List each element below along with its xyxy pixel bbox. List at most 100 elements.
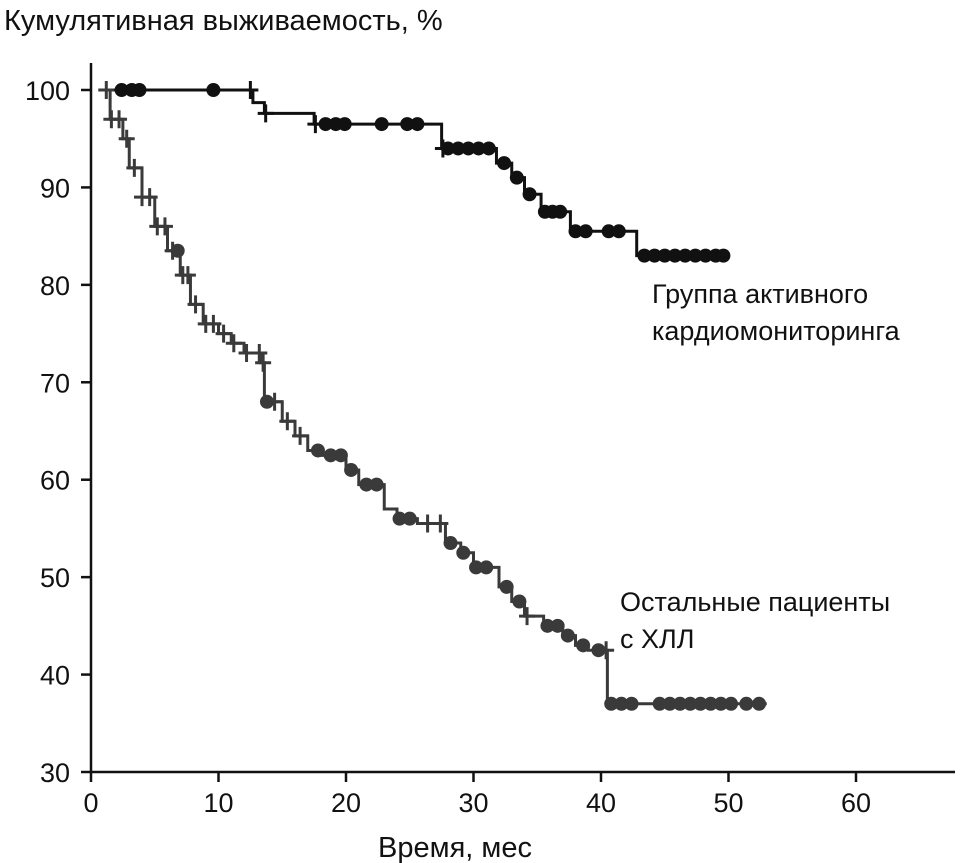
censored-marker-circle <box>318 117 333 132</box>
censored-marker-circle <box>716 248 731 263</box>
censored-marker-circle <box>132 82 147 97</box>
censored-marker-circle <box>752 696 767 711</box>
censored-marker-circle <box>471 141 486 156</box>
y-tick-label: 90 <box>40 173 70 203</box>
censored-marker-circle <box>497 156 512 171</box>
censored-marker-circle <box>693 696 708 711</box>
y-tick-label: 50 <box>40 563 70 593</box>
censored-marker-plus <box>98 80 115 99</box>
censored-marker-circle <box>560 628 575 643</box>
censored-marker-circle <box>402 511 417 526</box>
censored-marker-circle <box>601 224 616 239</box>
censored-marker-plus <box>215 324 232 343</box>
y-axis-title: Кумулятивная выживаемость, % <box>4 5 443 37</box>
censored-marker-circle <box>456 545 471 560</box>
censored-marker-circle <box>400 117 415 132</box>
censored-marker-circle <box>481 141 496 156</box>
censored-marker-plus <box>118 129 135 148</box>
censored-marker-plus <box>251 344 268 363</box>
censored-marker-circle <box>657 248 672 263</box>
censored-marker-plus <box>111 110 128 129</box>
censored-marker-circle <box>540 618 555 633</box>
censored-marker-circle <box>374 117 389 132</box>
censored-marker-circle <box>550 618 565 633</box>
censored-marker-circle <box>678 248 693 263</box>
censored-marker-circle <box>499 579 514 594</box>
censored-marker-circle <box>392 511 407 526</box>
censored-marker-circle <box>114 82 129 97</box>
censored-marker-circle <box>703 696 718 711</box>
censored-marker-plus <box>225 334 242 353</box>
series-0 <box>103 80 731 263</box>
censored-marker-circle <box>469 560 484 575</box>
censored-marker-circle <box>206 82 221 97</box>
censored-marker-plus <box>257 104 274 123</box>
y-tick-label: 70 <box>40 368 70 398</box>
censored-marker-circle <box>713 696 728 711</box>
censored-marker-circle <box>662 696 677 711</box>
censored-marker-circle <box>410 117 425 132</box>
series-1 <box>98 80 767 711</box>
censored-marker-plus <box>205 314 222 333</box>
censored-marker-circle <box>673 696 688 711</box>
censored-marker-circle <box>578 224 593 239</box>
censored-marker-plus <box>156 217 173 236</box>
censored-marker-circle <box>553 204 568 219</box>
x-tick-label: 60 <box>841 788 871 818</box>
censored-marker-circle <box>683 696 698 711</box>
y-tick-label: 60 <box>40 466 70 496</box>
censored-marker-circle <box>739 696 754 711</box>
censored-marker-circle <box>724 696 739 711</box>
censored-marker-circle <box>333 448 348 463</box>
censored-marker-circle <box>359 477 374 492</box>
survival-curve <box>103 88 729 258</box>
censored-marker-circle <box>512 594 527 609</box>
censored-marker-plus <box>519 607 536 626</box>
y-tick-label: 100 <box>25 76 70 106</box>
censored-marker-plus <box>598 641 615 660</box>
censored-marker-plus <box>126 158 143 177</box>
series-label-active-line2: кардиомониторинга <box>652 316 901 346</box>
censored-marker-circle <box>522 187 537 202</box>
censored-marker-circle <box>323 448 338 463</box>
censored-marker-plus <box>187 295 204 314</box>
censored-marker-circle <box>652 696 667 711</box>
censored-marker-circle <box>451 141 466 156</box>
y-tick-label: 40 <box>40 661 70 691</box>
censored-marker-circle <box>509 170 524 185</box>
censored-marker-plus <box>279 412 296 431</box>
censored-marker-circle <box>667 248 682 263</box>
censored-marker-plus <box>242 80 259 99</box>
censored-marker-circle <box>568 224 583 239</box>
series-label-others-line2: с ХЛЛ <box>620 624 694 654</box>
censored-marker-plus <box>141 188 158 207</box>
censored-marker-circle <box>576 638 591 653</box>
x-tick-label: 30 <box>458 788 488 818</box>
censored-marker-circle <box>604 696 619 711</box>
censored-marker-circle <box>611 224 626 239</box>
x-tick-label: 40 <box>586 788 616 818</box>
censored-marker-circle <box>310 443 325 458</box>
censored-marker-plus <box>432 514 449 533</box>
series-label-active-line1: Группа активного <box>652 279 868 309</box>
censored-marker-plus <box>292 426 309 445</box>
x-axis-title: Время, мес <box>378 832 532 863</box>
x-tick-label: 0 <box>83 788 98 818</box>
censored-marker-circle <box>688 248 703 263</box>
censored-marker-circle <box>461 141 476 156</box>
censored-marker-circle <box>647 248 662 263</box>
x-tick-label: 50 <box>713 788 743 818</box>
censored-marker-circle <box>479 560 494 575</box>
censored-marker-circle <box>698 248 713 263</box>
censored-marker-circle <box>624 696 639 711</box>
censored-marker-plus <box>179 266 196 285</box>
x-tick-label: 20 <box>331 788 361 818</box>
censored-marker-plus <box>434 139 451 158</box>
series-label-others-line1: Остальные пациенты <box>620 587 890 617</box>
censored-marker-circle <box>637 248 652 263</box>
censored-marker-plus <box>266 392 283 411</box>
censored-marker-plus <box>307 115 324 134</box>
x-tick-label: 10 <box>203 788 233 818</box>
censored-marker-circle <box>337 117 352 132</box>
